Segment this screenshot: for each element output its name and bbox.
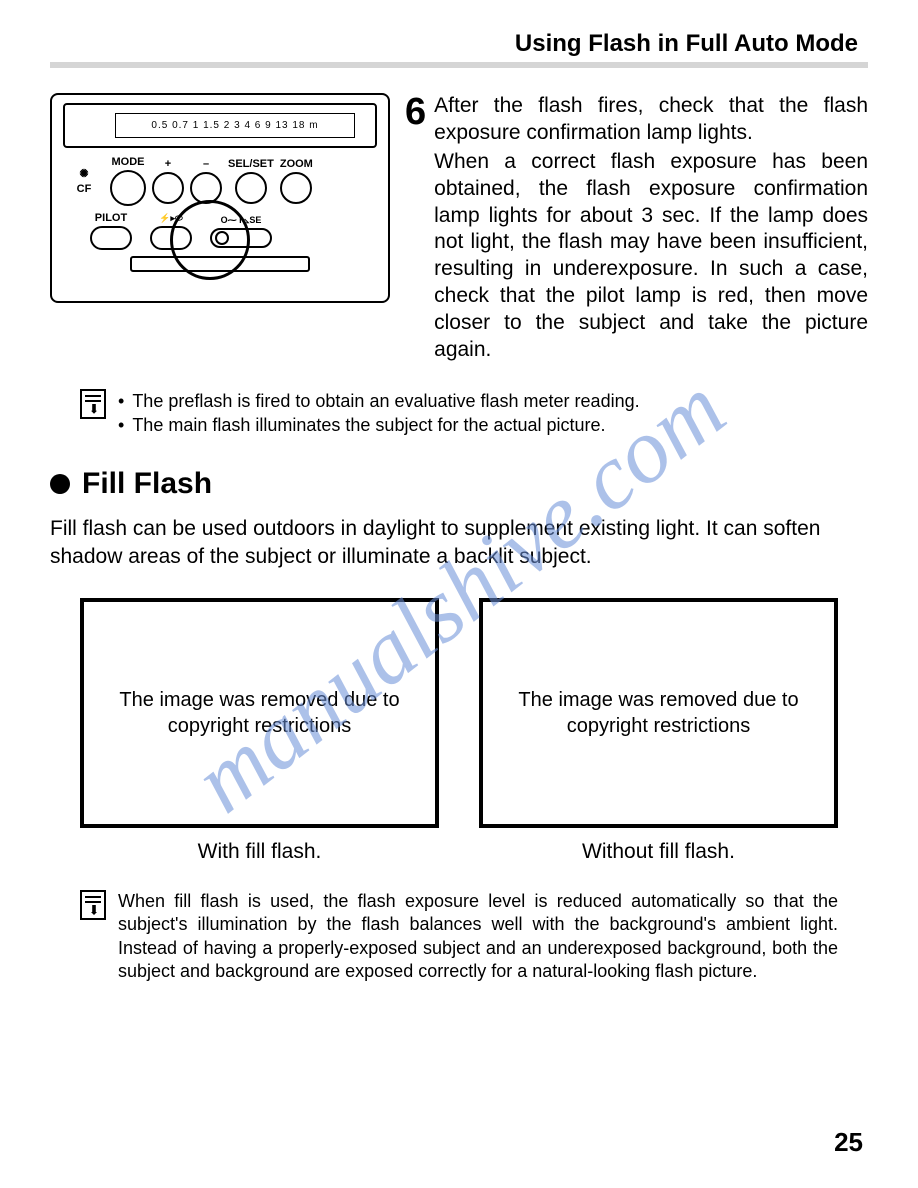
minus-label: – [203,158,209,170]
selset-button [235,172,267,204]
note-box-2: When fill flash is used, the flash expos… [80,890,838,984]
confirm-lamp-button [150,226,192,250]
fill-flash-title: Fill Flash [82,467,212,501]
section-bullet-icon [50,474,70,494]
lamp-icon: ✺ [79,167,88,180]
distance-scale: 0.5 0.7 1 1.5 2 3 4 6 9 13 18 m [115,113,355,138]
se-icons: O⁓ I ⦣SE [221,215,262,226]
caption-without-fill-flash: Without fill flash. [582,840,735,864]
image-with-fill-flash: The image was removed due to copyright r… [80,598,439,828]
power-slider [210,228,272,248]
mounting-foot [130,256,310,272]
header-rule [50,62,868,68]
mode-label: MODE [112,156,145,168]
plus-label: + [165,158,171,170]
page-number: 25 [834,1127,863,1158]
fill-flash-intro: Fill flash can be used outdoors in dayli… [50,515,868,570]
pilot-button [90,226,132,250]
zoom-label: ZOOM [280,158,313,170]
note-1-list: •The preflash is fired to obtain an eval… [118,389,640,438]
plus-button [152,172,184,204]
example-images-row: The image was removed due to copyright r… [80,598,838,864]
flash-unit-diagram: 0.5 0.7 1 1.5 2 3 4 6 9 13 18 m ✺ CF MOD… [50,93,390,303]
note-icon [80,890,106,920]
step-number-6: 6 [405,93,426,364]
selset-label: SEL/SET [228,158,274,170]
note-icon [80,389,106,419]
lcd-panel: 0.5 0.7 1 1.5 2 3 4 6 9 13 18 m [63,103,377,148]
note-1-bullet-1: The preflash is fired to obtain an evalu… [132,389,639,413]
fill-flash-heading: Fill Flash [50,467,868,501]
note-1-bullet-2: The main flash illuminates the subject f… [132,413,605,437]
pilot-label: PILOT [95,212,127,224]
confirm-lamp-icon: ⚡▸⬭ [159,213,182,224]
cf-label: CF [77,183,92,195]
page-header-title: Using Flash in Full Auto Mode [50,30,868,58]
controls-row-2: PILOT ⚡▸⬭ O⁓ I ⦣SE [60,212,380,250]
step-6-para-1: After the flash fires, check that the fl… [434,93,868,147]
step-6-text: 6 After the flash fires, check that the … [405,93,868,364]
step-6-para-2: When a correct flash exposure has been o… [434,149,868,364]
controls-row-1: ✺ CF MODE + – SEL/SET ZOOM [60,156,380,206]
note-box-1: •The preflash is fired to obtain an eval… [80,389,838,438]
caption-with-fill-flash: With fill flash. [198,840,322,864]
minus-button [190,172,222,204]
mode-button [110,170,146,206]
zoom-button [280,172,312,204]
image-without-fill-flash: The image was removed due to copyright r… [479,598,838,828]
step-6-row: 0.5 0.7 1 1.5 2 3 4 6 9 13 18 m ✺ CF MOD… [50,93,868,364]
note-2-text: When fill flash is used, the flash expos… [118,890,838,984]
